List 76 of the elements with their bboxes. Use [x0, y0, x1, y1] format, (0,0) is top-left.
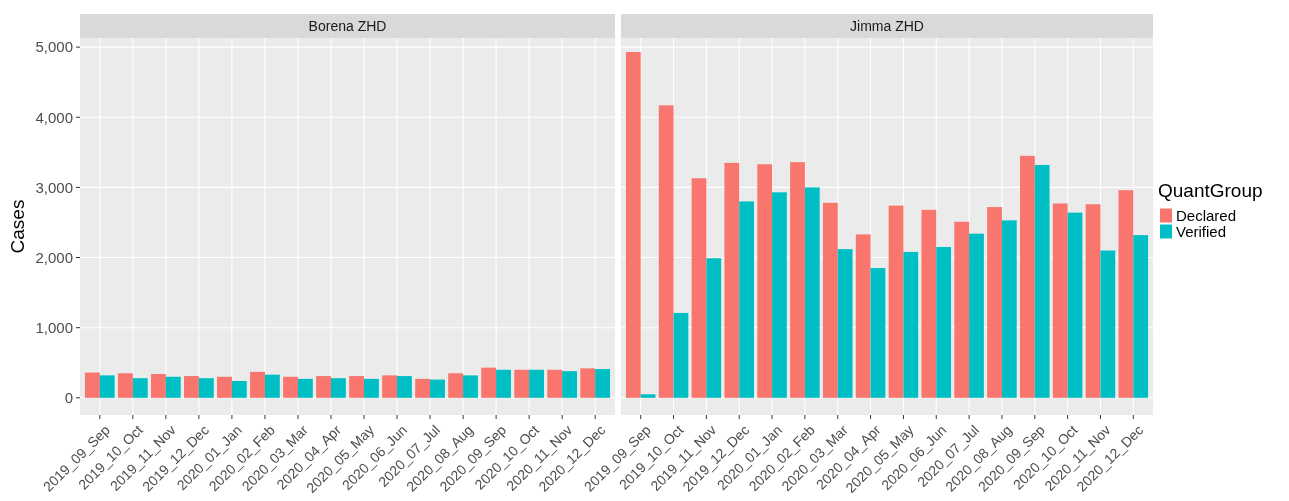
bar [132, 378, 148, 398]
y-tick-label: 4,000 [35, 108, 73, 126]
bar [1052, 203, 1068, 398]
bar [184, 376, 199, 398]
bar [330, 378, 346, 398]
bar [463, 375, 478, 398]
bar [99, 375, 115, 398]
bar [231, 380, 247, 398]
bar [595, 369, 611, 398]
y-tick-label: 1,000 [35, 318, 73, 336]
bar [165, 376, 181, 398]
bar [1100, 250, 1116, 398]
chart-title: Jimma ZHD [850, 18, 924, 34]
y-axis-title: Cases [7, 199, 28, 254]
bar [1067, 212, 1083, 398]
bar [562, 371, 578, 398]
bar [250, 371, 265, 398]
bar [969, 233, 984, 398]
bar [855, 234, 871, 398]
bar [724, 162, 740, 398]
bar [297, 378, 313, 398]
bar [772, 192, 787, 398]
bar [430, 379, 445, 398]
bar [151, 373, 166, 398]
bar [117, 373, 133, 398]
bar [691, 178, 707, 398]
bar [264, 374, 280, 398]
bar [481, 367, 497, 398]
legend-label: Verified [1176, 222, 1227, 240]
bar [757, 164, 773, 398]
bar [1034, 164, 1050, 398]
bar [903, 251, 919, 398]
bar [658, 105, 674, 398]
bar [888, 205, 904, 398]
bar [283, 376, 298, 398]
legend-title: QuantGroup [1158, 179, 1263, 201]
bar [364, 378, 379, 398]
bar [987, 207, 1002, 398]
bar [1020, 155, 1035, 398]
bar [739, 201, 754, 398]
bar [870, 268, 886, 398]
bar [822, 202, 838, 398]
bar [84, 372, 100, 398]
y-tick-label: 3,000 [35, 178, 73, 196]
bar [1133, 235, 1149, 398]
bar [625, 52, 641, 398]
bar [790, 162, 805, 398]
bar [804, 187, 820, 398]
bar [529, 369, 544, 398]
y-tick-label: 2,000 [35, 248, 73, 266]
bar [936, 247, 952, 398]
bar [496, 369, 511, 398]
bar [954, 221, 970, 398]
bar [580, 368, 596, 398]
y-tick-label: 0 [64, 389, 73, 407]
bar [673, 312, 689, 398]
bar [706, 258, 722, 398]
bar [415, 378, 431, 398]
bar [640, 394, 656, 398]
bar [349, 376, 365, 398]
bar [1118, 190, 1134, 398]
bar [514, 369, 530, 398]
chart-title: Borena ZHD [308, 18, 387, 34]
y-tick-label: 5,000 [35, 38, 73, 56]
bar [921, 209, 937, 398]
bar [448, 373, 464, 398]
bar [198, 378, 214, 398]
bar [547, 369, 563, 398]
bar [1001, 220, 1017, 398]
bar [1085, 204, 1101, 398]
bar [397, 376, 412, 398]
bar [837, 249, 853, 398]
legend-label: Declared [1176, 206, 1237, 224]
bar [316, 376, 331, 398]
bar [382, 375, 398, 398]
bar [217, 376, 232, 398]
